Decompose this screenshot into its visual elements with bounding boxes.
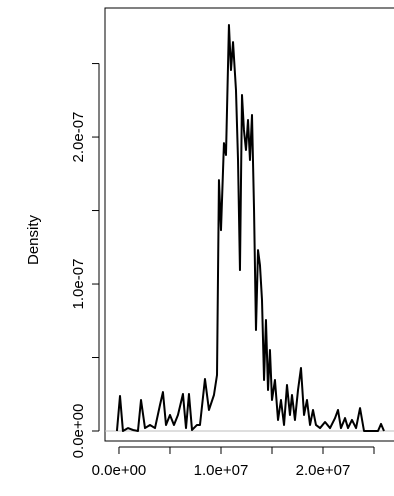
y-axis-label: Density: [25, 214, 42, 265]
y-tick-label: 2.0e-07: [70, 112, 87, 163]
y-tick-label: 1.0e-07: [70, 259, 87, 310]
y-tick-label: 0.0e+00: [70, 404, 87, 459]
plot-frame: [104, 7, 394, 442]
x-tick-label: 2.0e+07: [296, 462, 351, 479]
density-line: [115, 24, 385, 433]
x-tick-label: 0.0e+00: [92, 462, 147, 479]
x-tick-label: 1.0e+07: [194, 462, 249, 479]
